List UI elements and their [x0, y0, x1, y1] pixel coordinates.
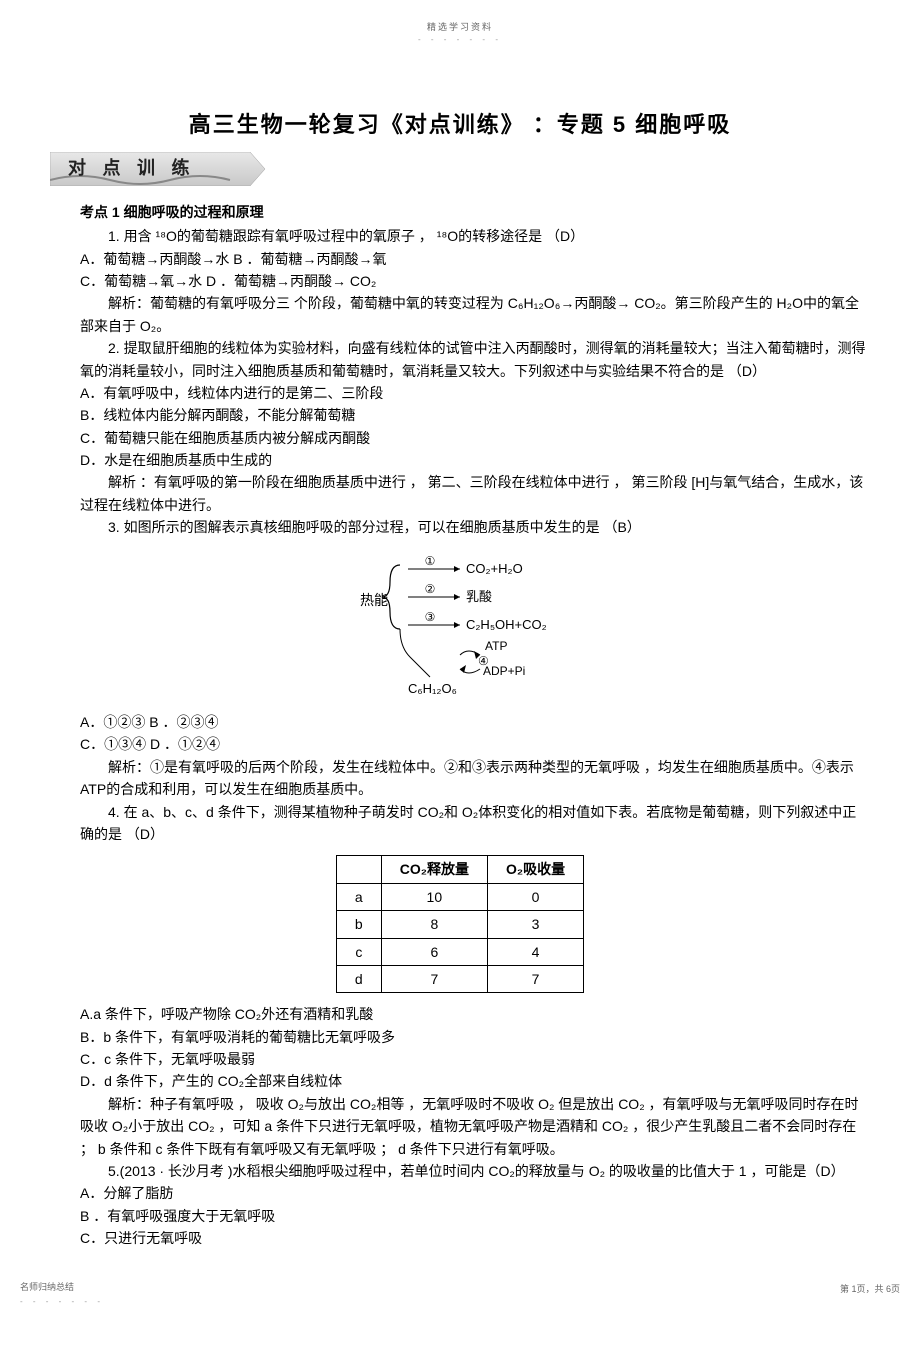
q4-optD: D．d 条件下，产生的 CO₂全部来自线粒体	[80, 1070, 870, 1092]
svg-text:CO₂+H₂O: CO₂+H₂O	[466, 561, 523, 576]
th-o2: O₂吸收量	[487, 856, 583, 883]
q2-explain: 解析 ：有氧呼吸的第一阶段在细胞质基质中进行 ， 第二、三阶段在线粒体中进行 ，…	[80, 471, 870, 516]
cell: 8	[381, 911, 487, 938]
q3-optA: A．①②③ B ．②③④	[80, 711, 870, 733]
q5-stem: 5.(2013 · 长沙月考 )水稻根尖细胞呼吸过程中，若单位时间内 CO₂的释…	[80, 1160, 870, 1182]
q5-optC: C．只进行无氧呼吸	[80, 1227, 870, 1249]
table-head-row: CO₂释放量 O₂吸收量	[336, 856, 583, 883]
q1-explain: 解析：葡萄糖的有氧呼吸分三 个阶段，葡萄糖中氧的转变过程为 C₆H₁₂O₆→丙酮…	[80, 292, 870, 337]
diagram-heat-label: 热能	[360, 592, 388, 608]
svg-text:乳酸: 乳酸	[466, 589, 492, 604]
q1-stem: 1. 用含 ¹⁸O的葡萄糖跟踪有氧呼吸过程中的氧原子 ， ¹⁸O的转移途径是 （…	[80, 225, 870, 247]
header-dots: - - - - - - -	[50, 34, 870, 47]
svg-text:ATP: ATP	[485, 639, 507, 653]
cell: c	[336, 938, 381, 965]
q3-explain: 解析：①是有氧呼吸的后两个阶段，发生在线粒体中。②和③表示两种类型的无氧呼吸 ，…	[80, 756, 870, 801]
cell: 4	[487, 938, 583, 965]
cell: 3	[487, 911, 583, 938]
cell: 7	[381, 965, 487, 992]
q1-optA: A．葡萄糖→丙酮酸→水 B ．葡萄糖→丙酮酸→氧	[80, 248, 870, 270]
table-row: b 8 3	[336, 911, 583, 938]
banner-text: 对 点 训 练	[68, 157, 196, 178]
q3-stem: 3. 如图所示的图解表示真核细胞呼吸的部分过程，可以在细胞质基质中发生的是 （B…	[80, 516, 870, 538]
svg-text:ADP+Pi: ADP+Pi	[483, 664, 525, 678]
q3-optC: C．①③④ D ．①②④	[80, 733, 870, 755]
svg-text:C₂H₅OH+CO₂: C₂H₅OH+CO₂	[466, 617, 547, 632]
cell: a	[336, 883, 381, 910]
q4-optC: C．c 条件下，无氧呼吸最弱	[80, 1048, 870, 1070]
cell: b	[336, 911, 381, 938]
q4-stem: 4. 在 a、b、c、d 条件下，测得某植物种子萌发时 CO₂和 O₂体积变化的…	[80, 801, 870, 846]
page-title: 高三生物一轮复习《对点训练》 ：专题 5 细胞呼吸	[50, 107, 870, 142]
q4-table: CO₂释放量 O₂吸收量 a 10 0 b 8 3 c 6 4 d 7 7	[336, 855, 584, 993]
q2-optD: D．水是在细胞质基质中生成的	[80, 449, 870, 471]
q1-optC: C．葡萄糖→氧→水 D ．葡萄糖→丙酮酸→ CO₂	[80, 270, 870, 292]
q4-optB: B．b 条件下，有氧呼吸消耗的葡萄糖比无氧呼吸多	[80, 1026, 870, 1048]
th-blank	[336, 856, 381, 883]
q2-stem: 2. 提取鼠肝细胞的线粒体为实验材料，向盛有线粒体的试管中注入丙酮酸时，测得氧的…	[80, 337, 870, 382]
svg-text:③: ③	[425, 610, 436, 624]
q2-optC: C．葡萄糖只能在细胞质基质内被分解成丙酮酸	[80, 427, 870, 449]
table-row: c 6 4	[336, 938, 583, 965]
cell: d	[336, 965, 381, 992]
cell: 10	[381, 883, 487, 910]
table-row: a 10 0	[336, 883, 583, 910]
header-note: 精选学习资料	[50, 20, 870, 34]
svg-text:C₆H₁₂O₆: C₆H₁₂O₆	[408, 681, 457, 696]
footer-right: 第 1页，共 6页	[50, 1282, 900, 1296]
svg-text:②: ②	[425, 582, 436, 596]
table-row: d 7 7	[336, 965, 583, 992]
cell: 7	[487, 965, 583, 992]
th-co2: CO₂释放量	[381, 856, 487, 883]
section-banner: 对 点 训 练	[50, 152, 870, 192]
q5-optA: A．分解了脂肪	[80, 1182, 870, 1204]
q2-optA: A．有氧呼吸中，线粒体内进行的是第二、三阶段	[80, 382, 870, 404]
cell: 0	[487, 883, 583, 910]
q4-optA: A.a 条件下，呼吸产物除 CO₂外还有酒精和乳酸	[80, 1003, 870, 1025]
q2-optB: B．线粒体内能分解丙酮酸，不能分解葡萄糖	[80, 404, 870, 426]
q5-optB: B ．有氧呼吸强度大于无氧呼吸	[80, 1205, 870, 1227]
topic-heading-1: 考点 1 细胞呼吸的过程和原理	[80, 201, 870, 223]
svg-text:①: ①	[425, 554, 436, 568]
q3-diagram: 热能 ① CO₂+H₂O ② 乳酸 ③ C₂H₅OH+CO₂ ATP ④ ADP…	[50, 547, 870, 703]
q4-explain: 解析：种子有氧呼吸 ， 吸收 O₂与放出 CO₂相等 ，无氧呼吸时不吸收 O₂ …	[80, 1093, 870, 1160]
cell: 6	[381, 938, 487, 965]
